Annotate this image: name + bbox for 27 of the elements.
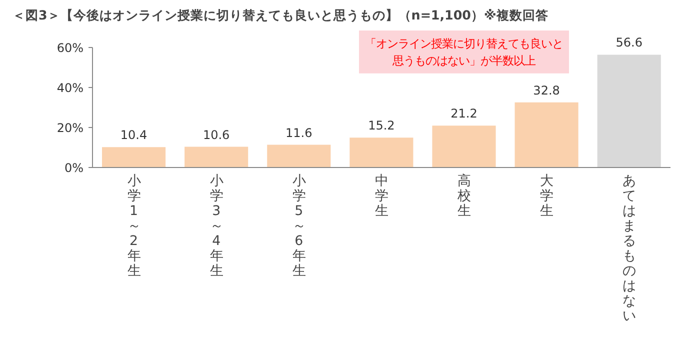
x-tick-label: 高校生: [456, 172, 470, 219]
y-tick-label: 0%: [64, 160, 84, 175]
category-label: あてはまるものはない: [622, 174, 636, 324]
bar: [350, 138, 414, 168]
data-label: 15.2: [368, 118, 395, 133]
chart-title: ＜図3＞【今後はオンライン授業に切り替えても良いと思うもの】（n=1,100）※複数回答: [12, 8, 548, 22]
bar: [432, 126, 496, 168]
x-tick-label: 小学3～4年生: [210, 174, 223, 279]
y-tick-label: 60%: [56, 40, 84, 55]
data-label: 11.6: [286, 126, 312, 140]
annotation: 「オンライン授業に切り替えても良いと思うものはない」が半数以上: [364, 36, 563, 68]
data-label: 10.6: [202, 128, 230, 142]
y-tick-label: 20%: [56, 120, 84, 135]
data-label: 10.4: [120, 128, 148, 142]
bar: [597, 54, 661, 168]
x-tick-label: 中学生: [374, 174, 388, 219]
data-label: 32.8: [533, 83, 560, 98]
bar: [267, 144, 331, 168]
y-tick-label: 40%: [56, 80, 84, 95]
bar: [184, 146, 248, 168]
bar: [514, 102, 578, 168]
x-tick-label: 小学1～2年生: [127, 174, 140, 279]
bar: [102, 147, 166, 168]
data-label: 21.2: [450, 106, 478, 121]
data-label: 56.6: [616, 36, 642, 50]
x-tick-label: 大学生: [540, 174, 554, 219]
x-tick-label: 小学5～6年生: [292, 174, 306, 279]
